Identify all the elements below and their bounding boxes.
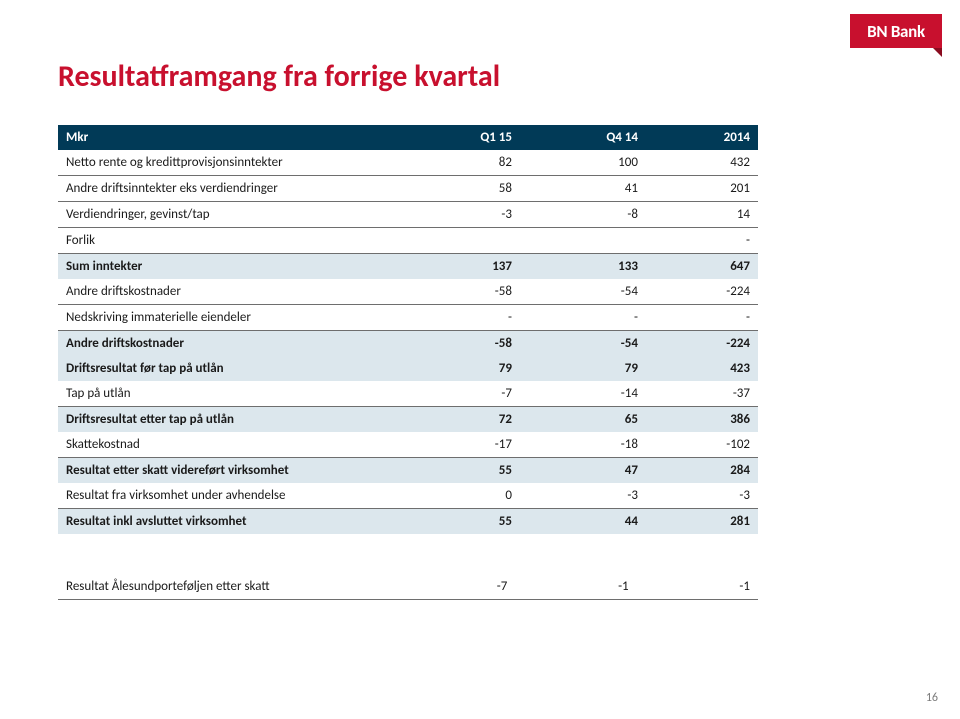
- row-value: -: [520, 305, 646, 331]
- financial-table: Mkr Q1 15 Q4 14 2014 Netto rente og kred…: [58, 125, 758, 534]
- row-label: Tap på utlån: [58, 381, 394, 407]
- table-row: Andre driftskostnader-58-54-224: [58, 331, 758, 357]
- row-label: Resultat etter skatt videreført virksomh…: [58, 458, 394, 484]
- table-row: Tap på utlån-7-14-37: [58, 381, 758, 407]
- row-value: -1: [637, 574, 758, 600]
- row-value: -7: [394, 381, 520, 407]
- row-value: -54: [520, 279, 646, 305]
- table-row: Nedskriving immaterielle eiendeler---: [58, 305, 758, 331]
- col-2014: 2014: [646, 125, 758, 150]
- row-value: 0: [394, 483, 520, 509]
- row-value: 44: [520, 509, 646, 535]
- table-row: Driftsresultat etter tap på utlån7265386: [58, 407, 758, 433]
- row-value: 386: [646, 407, 758, 433]
- row-value: 100: [520, 150, 646, 176]
- slide-content: Resultatframgang fra forrige kvartal Mkr…: [58, 58, 902, 600]
- row-value: [520, 228, 646, 254]
- row-label: Driftsresultat etter tap på utlån: [58, 407, 394, 433]
- row-value: -58: [394, 279, 520, 305]
- row-value: [394, 228, 520, 254]
- row-value: 137: [394, 254, 520, 280]
- table-row: Andre driftsinntekter eks verdiendringer…: [58, 176, 758, 202]
- row-value: -8: [520, 202, 646, 228]
- row-value: -37: [646, 381, 758, 407]
- table-row: Resultat Ålesundporteføljen etter skatt-…: [58, 574, 758, 600]
- logo-text: BN Bank: [867, 21, 925, 42]
- row-label: Resultat Ålesundporteføljen etter skatt: [58, 574, 394, 600]
- row-label: Netto rente og kredittprovisjonsinntekte…: [58, 150, 394, 176]
- row-value: 647: [646, 254, 758, 280]
- row-label: Resultat inkl avsluttet virksomhet: [58, 509, 394, 535]
- col-q4-14: Q4 14: [520, 125, 646, 150]
- row-label: Andre driftskostnader: [58, 279, 394, 305]
- row-label: Resultat fra virksomhet under avhendelse: [58, 483, 394, 509]
- col-label: Mkr: [58, 125, 394, 150]
- row-value: -3: [394, 202, 520, 228]
- row-value: -3: [646, 483, 758, 509]
- table-row: Sum inntekter137133647: [58, 254, 758, 280]
- row-value: 281: [646, 509, 758, 535]
- table-row: Forlik -: [58, 228, 758, 254]
- row-label: Forlik: [58, 228, 394, 254]
- row-value: 14: [646, 202, 758, 228]
- table-row: Verdiendringer, gevinst/tap-3-814: [58, 202, 758, 228]
- row-label: Andre driftsinntekter eks verdiendringer: [58, 176, 394, 202]
- row-value: -224: [646, 279, 758, 305]
- row-label: Nedskriving immaterielle eiendeler: [58, 305, 394, 331]
- logo-fold: [933, 48, 942, 57]
- page-title: Resultatframgang fra forrige kvartal: [58, 58, 902, 95]
- row-value: 133: [520, 254, 646, 280]
- row-value: 72: [394, 407, 520, 433]
- row-value: 82: [394, 150, 520, 176]
- row-value: 58: [394, 176, 520, 202]
- row-value: -58: [394, 331, 520, 357]
- row-value: -224: [646, 331, 758, 357]
- sub-table: Resultat Ålesundporteføljen etter skatt-…: [58, 574, 758, 600]
- row-value: 41: [520, 176, 646, 202]
- row-value: 423: [646, 356, 758, 381]
- table-row: Driftsresultat før tap på utlån7979423: [58, 356, 758, 381]
- row-value: -14: [520, 381, 646, 407]
- row-value: 47: [520, 458, 646, 484]
- table-row: Skattekostnad-17-18-102: [58, 432, 758, 458]
- row-value: 201: [646, 176, 758, 202]
- row-value: -18: [520, 432, 646, 458]
- table-row: Netto rente og kredittprovisjonsinntekte…: [58, 150, 758, 176]
- page-number: 16: [926, 691, 938, 705]
- row-value: -102: [646, 432, 758, 458]
- row-value: 55: [394, 509, 520, 535]
- row-value: -: [646, 305, 758, 331]
- table-row: Resultat fra virksomhet under avhendelse…: [58, 483, 758, 509]
- row-value: -: [646, 228, 758, 254]
- logo: BN Bank: [850, 14, 942, 48]
- row-label: Driftsresultat før tap på utlån: [58, 356, 394, 381]
- row-value: 79: [394, 356, 520, 381]
- row-value: 284: [646, 458, 758, 484]
- row-value: 65: [520, 407, 646, 433]
- row-label: Verdiendringer, gevinst/tap: [58, 202, 394, 228]
- table-row: Andre driftskostnader-58-54-224: [58, 279, 758, 305]
- row-value: -17: [394, 432, 520, 458]
- row-value: 55: [394, 458, 520, 484]
- row-label: Skattekostnad: [58, 432, 394, 458]
- row-value: -: [394, 305, 520, 331]
- row-value: -54: [520, 331, 646, 357]
- row-value: -7: [394, 574, 515, 600]
- row-value: 79: [520, 356, 646, 381]
- row-value: -1: [515, 574, 636, 600]
- row-value: 432: [646, 150, 758, 176]
- col-q1-15: Q1 15: [394, 125, 520, 150]
- row-label: Andre driftskostnader: [58, 331, 394, 357]
- table-header-row: Mkr Q1 15 Q4 14 2014: [58, 125, 758, 150]
- row-value: -3: [520, 483, 646, 509]
- table-row: Resultat inkl avsluttet virksomhet554428…: [58, 509, 758, 535]
- table-row: Resultat etter skatt videreført virksomh…: [58, 458, 758, 484]
- row-label: Sum inntekter: [58, 254, 394, 280]
